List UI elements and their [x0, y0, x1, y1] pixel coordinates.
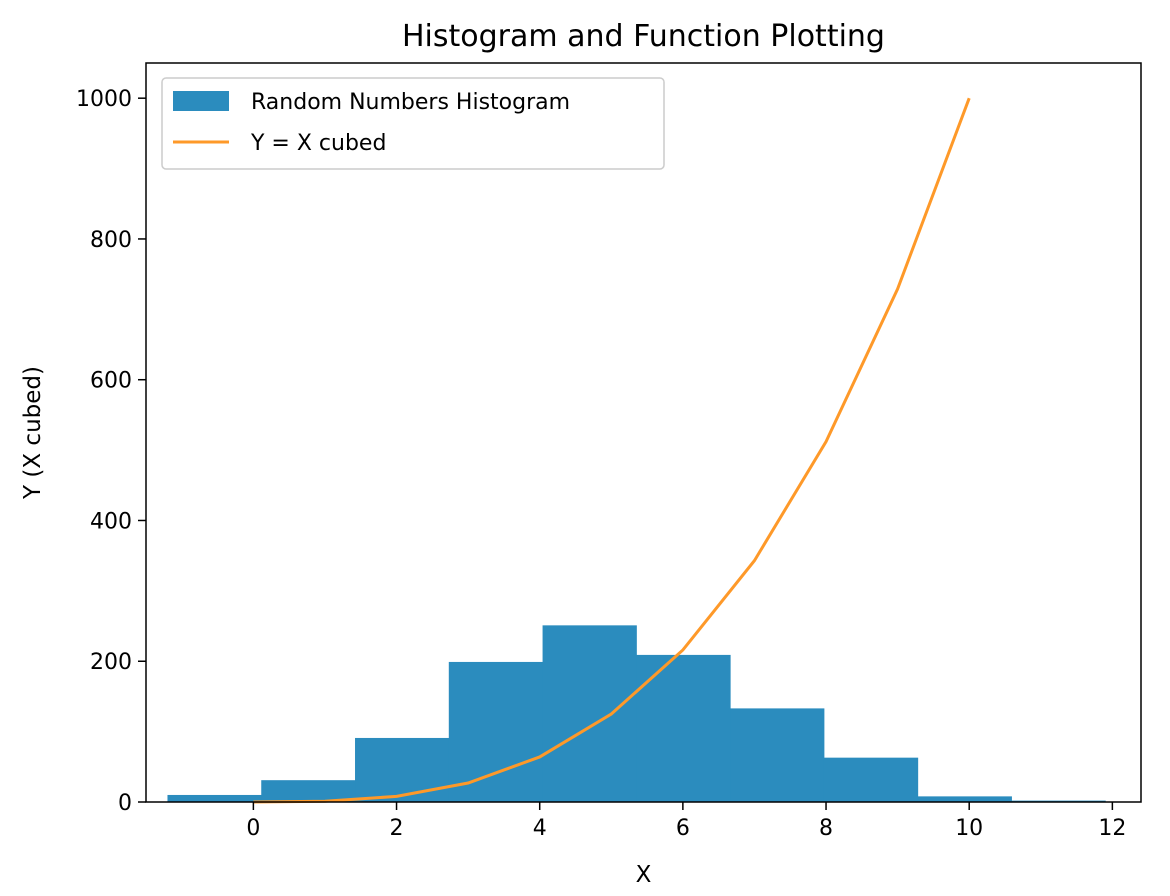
histogram-bar — [542, 625, 637, 802]
legend-histogram-swatch — [173, 91, 229, 111]
chart-title: Histogram and Function Plotting — [402, 19, 885, 54]
histogram-bar — [730, 708, 825, 802]
y-tick-label: 200 — [90, 650, 132, 675]
legend: Random Numbers Histogram Y = X cubed — [161, 77, 665, 170]
y-axis-label: Y (X cubed) — [20, 366, 46, 500]
x-axis-label: X — [636, 862, 652, 888]
histogram-bar — [167, 794, 262, 802]
histogram-bar — [355, 737, 450, 802]
y-tick-label: 600 — [90, 369, 132, 394]
y-tick-label: 1000 — [76, 87, 132, 112]
x-tick-label: 8 — [819, 816, 833, 841]
y-tick-label: 400 — [90, 509, 132, 534]
histogram-bar — [261, 780, 356, 802]
y-tick-label: 800 — [90, 228, 132, 253]
legend-histogram-label: Random Numbers Histogram — [251, 90, 570, 115]
line-y-equals-x-cubed — [253, 97, 971, 804]
histogram-bar — [917, 796, 1012, 802]
histogram-bars — [167, 625, 1106, 802]
x-tick-label: 2 — [390, 816, 404, 841]
plot-frame — [145, 62, 1142, 803]
y-axis-ticks: 0 200 400 600 800 1000 — [76, 87, 146, 816]
x-tick-label: 10 — [955, 816, 983, 841]
x-tick-label: 4 — [533, 816, 547, 841]
x-tick-label: 0 — [246, 816, 260, 841]
legend-line-label: Y = X cubed — [250, 131, 386, 156]
legend-box — [161, 77, 665, 170]
x-axis-ticks: 0 2 4 6 8 10 12 — [246, 802, 1126, 841]
x-tick-label: 6 — [676, 816, 690, 841]
histogram-bar — [823, 757, 919, 802]
histogram-bar — [448, 661, 544, 802]
x-tick-label: 12 — [1098, 816, 1126, 841]
y-tick-label: 0 — [118, 791, 132, 816]
